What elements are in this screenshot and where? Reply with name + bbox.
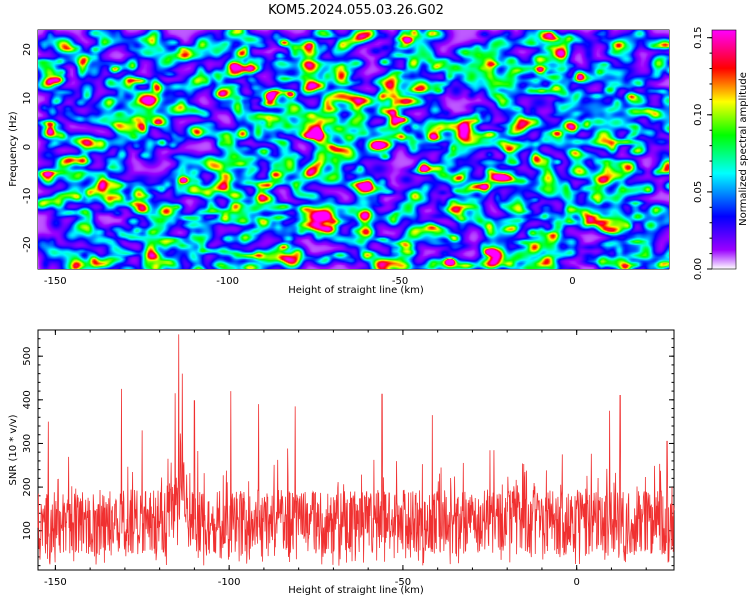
colorbar bbox=[711, 29, 737, 270]
x-tick-label: -50 bbox=[395, 577, 411, 588]
x-tick-label: 0 bbox=[569, 276, 575, 287]
snr-series-line bbox=[37, 334, 675, 566]
y-tick-label: 500 bbox=[22, 347, 33, 366]
y-tick-label: -20 bbox=[22, 236, 33, 252]
colorbar-tick-label: 0.05 bbox=[693, 181, 704, 203]
colorbar-tick-label: 0.15 bbox=[693, 27, 704, 49]
snr-xlabel: Height of straight line (km) bbox=[288, 585, 424, 596]
colorbar-tick-label: 0.10 bbox=[693, 104, 704, 126]
x-tick-label: 0 bbox=[574, 577, 580, 588]
y-tick-label: 100 bbox=[22, 521, 33, 540]
snr-ylabel: SNR (10 * v/v) bbox=[8, 414, 19, 485]
snr-axes: -150 -100 -50 0 100 200 300 400 500 bbox=[22, 330, 674, 588]
y-tick-label: 20 bbox=[22, 43, 33, 56]
x-tick-label: -100 bbox=[216, 276, 239, 287]
y-tick-label: 0 bbox=[22, 144, 33, 150]
x-tick-label: -50 bbox=[392, 276, 408, 287]
y-tick-label: 300 bbox=[22, 434, 33, 453]
x-tick-label: -100 bbox=[218, 577, 241, 588]
colorbar-label: Normalized spectral amplitude bbox=[738, 72, 749, 226]
spectrogram-heatmap bbox=[38, 30, 669, 269]
x-tick-label: -150 bbox=[44, 276, 67, 287]
y-tick-label: 200 bbox=[22, 478, 33, 497]
colorbar-tick-label: 0.00 bbox=[693, 258, 704, 280]
y-tick-label: 400 bbox=[22, 390, 33, 409]
y-tick-label: 10 bbox=[22, 92, 33, 105]
snr-plot-frame bbox=[37, 329, 675, 571]
figure-title: KOM5.2024.055.03.26.G02 bbox=[268, 3, 444, 18]
spectrogram-xlabel: Height of straight line (km) bbox=[288, 285, 424, 296]
x-tick-label: -150 bbox=[44, 577, 67, 588]
spectrogram-ylabel: Frequency (Hz) bbox=[8, 111, 19, 187]
colorbar-axes: 0.00 0.05 0.10 0.15 bbox=[693, 27, 712, 280]
y-tick-label: -10 bbox=[22, 188, 33, 204]
